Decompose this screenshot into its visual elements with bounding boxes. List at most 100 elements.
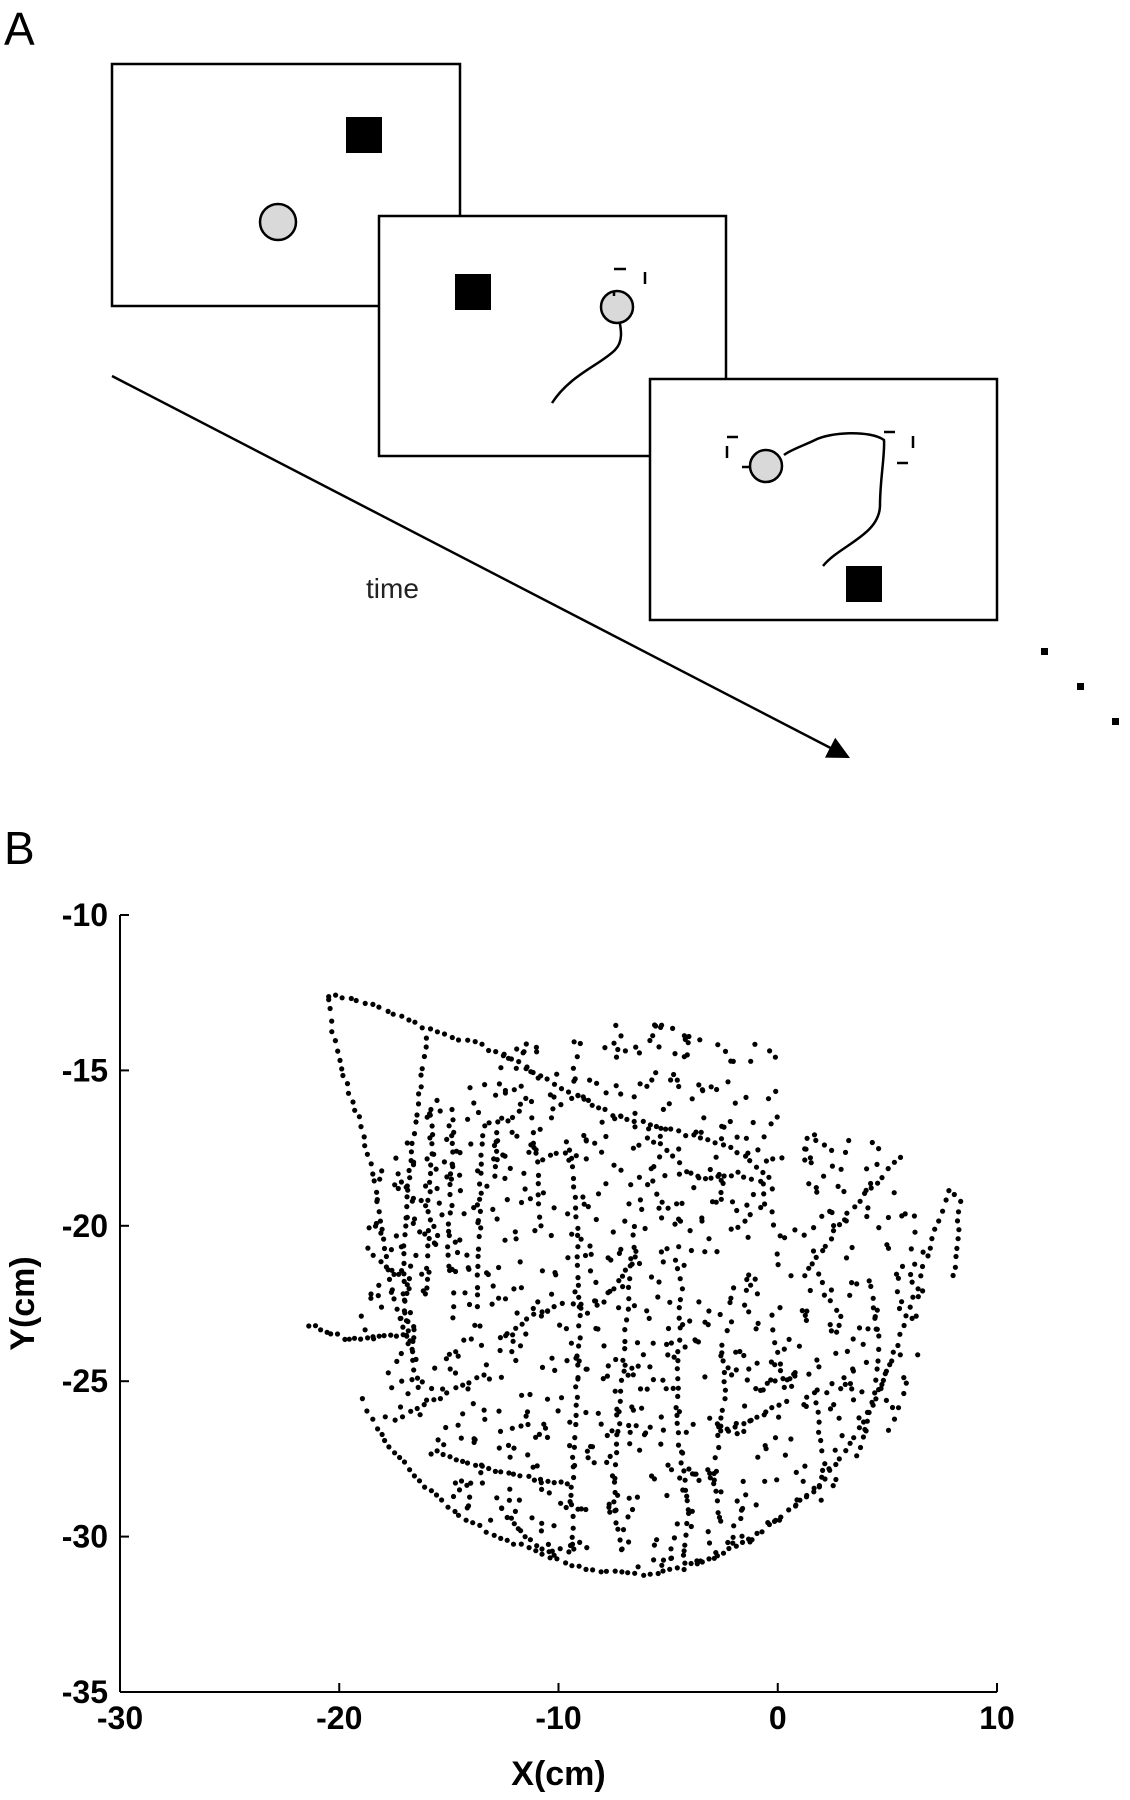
scatter-point bbox=[786, 1336, 792, 1342]
scatter-point bbox=[481, 1407, 487, 1413]
scatter-point bbox=[743, 1094, 749, 1100]
scatter-point bbox=[558, 1500, 564, 1506]
scatter-point bbox=[475, 1109, 482, 1116]
scatter-point bbox=[781, 1346, 787, 1352]
scatter-point bbox=[646, 1126, 652, 1132]
scatter-point bbox=[464, 1460, 471, 1466]
scatter-point bbox=[551, 1094, 557, 1100]
scatter-point bbox=[681, 1566, 687, 1573]
scatter-point bbox=[522, 1186, 528, 1192]
scatter-point bbox=[953, 1253, 959, 1260]
scatter-point bbox=[575, 1375, 581, 1381]
scatter-point bbox=[399, 1378, 405, 1384]
scatter-point bbox=[746, 1366, 752, 1372]
scatter-point bbox=[576, 1563, 582, 1569]
scatter-point bbox=[452, 1370, 459, 1376]
scatter-point bbox=[713, 1550, 719, 1556]
scatter-point bbox=[547, 1092, 554, 1098]
scatter-point bbox=[491, 1142, 498, 1149]
scatter-point bbox=[415, 1101, 422, 1107]
scatter-point bbox=[748, 1282, 754, 1288]
scatter-point bbox=[744, 1377, 750, 1383]
scatter-point bbox=[632, 1124, 638, 1130]
scatter-point bbox=[815, 1409, 821, 1415]
scatter-point bbox=[761, 1412, 767, 1418]
scatter-point bbox=[718, 1177, 724, 1183]
scatter-point bbox=[769, 1186, 775, 1192]
scatter-point bbox=[784, 1377, 790, 1383]
scatter-point bbox=[569, 1563, 575, 1569]
scatter-point bbox=[594, 1302, 600, 1308]
scatter-point bbox=[482, 1123, 488, 1129]
scatter-point bbox=[401, 1297, 408, 1303]
scatter-point bbox=[686, 1510, 692, 1516]
scatter-point bbox=[842, 1149, 849, 1155]
scatter-point bbox=[619, 1569, 625, 1575]
scatter-point bbox=[718, 1136, 725, 1142]
scatter-point bbox=[551, 1205, 557, 1211]
scatter-point bbox=[431, 1223, 437, 1229]
scatter-point bbox=[553, 1272, 559, 1278]
scatter-point bbox=[496, 1408, 502, 1414]
scatter-point bbox=[576, 1343, 582, 1349]
scatter-point bbox=[718, 1428, 724, 1434]
scatter-point bbox=[679, 1200, 685, 1206]
scatter-point bbox=[535, 1299, 541, 1305]
scatter-point bbox=[394, 1358, 400, 1364]
scatter-point bbox=[478, 1225, 484, 1231]
scatter-point bbox=[637, 1447, 643, 1453]
scatter-point bbox=[571, 1078, 577, 1084]
scatter-point bbox=[503, 1333, 509, 1339]
scatter-point bbox=[481, 1372, 487, 1378]
scatter-point bbox=[549, 1548, 555, 1554]
scatter-point bbox=[511, 1445, 517, 1451]
scatter-point bbox=[822, 1243, 828, 1249]
scatter-point bbox=[551, 1304, 557, 1310]
scatter-point bbox=[569, 1534, 575, 1540]
scatter-point bbox=[396, 1271, 402, 1277]
scatter-point bbox=[583, 1156, 589, 1162]
scatter-point bbox=[676, 1128, 682, 1134]
scatter-point bbox=[721, 1379, 727, 1385]
scatter-point bbox=[828, 1328, 835, 1334]
scatter-point bbox=[486, 1047, 492, 1054]
scatter-point bbox=[544, 1434, 551, 1440]
scatter-point bbox=[620, 1357, 626, 1363]
scatter-point bbox=[509, 1129, 515, 1135]
scatter-point bbox=[404, 1204, 410, 1210]
scatter-point bbox=[804, 1308, 810, 1314]
scatter-point bbox=[672, 1051, 678, 1057]
scatter-point bbox=[658, 1441, 664, 1447]
scatter-point bbox=[417, 1229, 423, 1235]
scatter-point bbox=[588, 1443, 594, 1450]
scatter-point bbox=[772, 1378, 778, 1384]
scatter-point bbox=[897, 1154, 904, 1160]
scatter-point bbox=[439, 1212, 445, 1218]
y-axis-ticks: -10-15-20-25-30-35 bbox=[62, 897, 129, 1710]
scatter-point bbox=[574, 1353, 580, 1359]
scatter-point bbox=[770, 1222, 777, 1228]
scatter-point bbox=[842, 1217, 848, 1223]
scatter-point bbox=[533, 1044, 540, 1050]
scatter-point bbox=[596, 1105, 602, 1111]
scatter-point bbox=[479, 1480, 485, 1486]
scatter-point bbox=[615, 1428, 621, 1435]
scatter-point bbox=[585, 1097, 592, 1103]
scatter-point bbox=[901, 1375, 907, 1381]
scatter-point bbox=[475, 1263, 481, 1269]
scatter-point bbox=[421, 1402, 427, 1408]
scatter-point bbox=[850, 1397, 857, 1403]
scatter-point bbox=[446, 1263, 452, 1269]
scatter-point bbox=[474, 1292, 481, 1298]
scatter-point bbox=[464, 1252, 470, 1258]
scatter-point bbox=[719, 1407, 725, 1413]
scatter-point bbox=[827, 1208, 833, 1214]
scatter-point bbox=[455, 1037, 462, 1043]
scatter-point bbox=[475, 1168, 481, 1174]
scatter-point bbox=[665, 1205, 671, 1211]
scatter-point bbox=[681, 1033, 688, 1039]
scatter-point bbox=[420, 1288, 426, 1294]
scatter-point bbox=[607, 1509, 613, 1515]
scatter-point bbox=[765, 1520, 771, 1526]
scatter-point bbox=[475, 1220, 481, 1226]
